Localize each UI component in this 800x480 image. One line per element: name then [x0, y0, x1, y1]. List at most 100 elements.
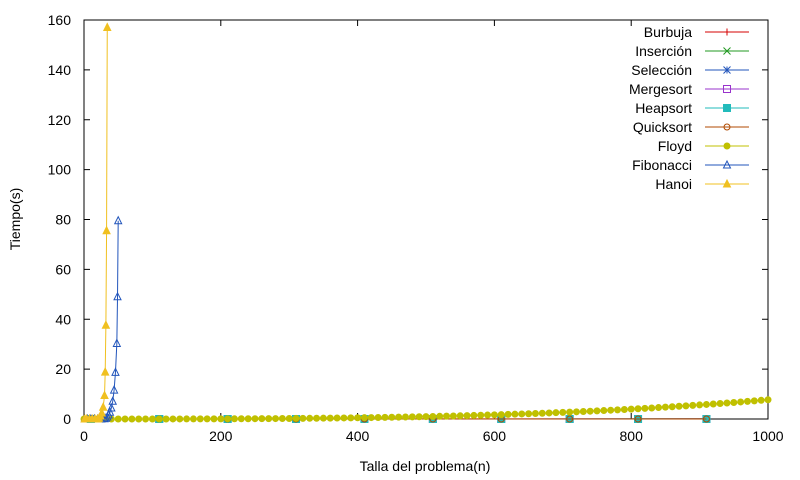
- point-floyd: [518, 410, 526, 418]
- point-floyd: [251, 415, 259, 423]
- point-floyd: [292, 414, 300, 422]
- point-floyd: [162, 415, 170, 423]
- legend-label: Quicksort: [633, 119, 692, 135]
- x-tick-label: 0: [80, 428, 88, 444]
- point-floyd: [675, 402, 683, 410]
- point-floyd: [668, 403, 676, 411]
- point-floyd: [764, 396, 772, 404]
- point-floyd: [388, 413, 396, 421]
- point-floyd: [743, 397, 751, 405]
- point-floyd: [237, 415, 245, 423]
- point-hanoi: [97, 407, 107, 417]
- point-floyd: [593, 407, 601, 415]
- point-floyd: [449, 412, 457, 420]
- y-axis-label: Tiempo(s): [7, 188, 23, 251]
- point-floyd: [196, 415, 204, 423]
- y-tick-label: 80: [55, 212, 71, 228]
- legend-marker: [723, 66, 731, 74]
- point-floyd: [586, 407, 594, 415]
- point-floyd: [531, 409, 539, 417]
- legend-item-quicksort: Quicksort: [633, 119, 749, 135]
- point-floyd: [367, 414, 375, 422]
- legend-item-fibonacci: Fibonacci: [632, 157, 749, 173]
- legend-label: Hanoi: [655, 176, 692, 192]
- point-floyd: [641, 404, 649, 412]
- point-fibonacci: [105, 407, 115, 416]
- point-floyd: [114, 415, 122, 423]
- x-tick-label: 600: [483, 428, 507, 444]
- point-floyd: [545, 409, 553, 417]
- series-floyd: [80, 396, 772, 423]
- point-hanoi: [100, 390, 109, 400]
- point-floyd: [415, 413, 423, 421]
- point-floyd: [600, 407, 608, 415]
- point-hanoi: [102, 22, 112, 31]
- legend-marker: [723, 123, 731, 131]
- point-floyd: [716, 399, 724, 407]
- x-tick-label: 200: [209, 428, 233, 444]
- legend-label: Selección: [631, 62, 692, 78]
- point-floyd: [189, 415, 197, 423]
- point-floyd: [689, 401, 697, 409]
- point-floyd: [627, 405, 635, 413]
- point-floyd: [614, 406, 622, 414]
- legend-marker: [722, 159, 732, 169]
- y-tick-label: 140: [48, 62, 72, 78]
- y-tick-label: 60: [55, 261, 71, 277]
- point-floyd: [661, 403, 669, 411]
- point-floyd: [504, 410, 512, 418]
- point-floyd: [265, 415, 273, 423]
- legend-marker: [723, 142, 731, 150]
- point-floyd: [709, 400, 717, 408]
- point-floyd: [272, 415, 280, 423]
- point-floyd: [655, 404, 663, 412]
- legend-item-mergesort: Mergesort: [629, 81, 749, 97]
- point-hanoi: [100, 366, 110, 376]
- point-floyd: [497, 411, 505, 419]
- point-floyd: [607, 406, 615, 414]
- point-floyd: [511, 410, 519, 418]
- point-floyd: [730, 398, 738, 406]
- point-floyd: [456, 412, 464, 420]
- point-floyd: [354, 414, 362, 422]
- point-floyd: [572, 408, 580, 416]
- point-floyd: [436, 412, 444, 420]
- point-fibonacci: [109, 384, 119, 394]
- point-floyd: [443, 412, 451, 420]
- point-floyd: [395, 413, 403, 421]
- y-tick-label: 40: [55, 311, 71, 327]
- point-floyd: [484, 411, 492, 419]
- point-floyd: [244, 415, 252, 423]
- y-tick-label: 160: [48, 12, 72, 28]
- y-tick-label: 20: [55, 361, 71, 377]
- point-floyd: [210, 415, 218, 423]
- legend-label: Fibonacci: [632, 157, 692, 173]
- x-tick-label: 1000: [752, 428, 783, 444]
- point-floyd: [176, 415, 184, 423]
- legend-label: Heapsort: [635, 100, 692, 116]
- point-floyd: [525, 410, 533, 418]
- point-fibonacci: [112, 338, 122, 347]
- point-floyd: [306, 414, 314, 422]
- point-floyd: [566, 408, 574, 416]
- point-floyd: [620, 405, 628, 413]
- point-fibonacci: [111, 367, 120, 376]
- point-floyd: [463, 412, 471, 420]
- point-floyd: [313, 414, 321, 422]
- point-floyd: [538, 409, 546, 417]
- point-quicksort: [634, 415, 642, 423]
- x-tick-label: 400: [346, 428, 370, 444]
- point-floyd: [552, 409, 560, 417]
- point-floyd: [702, 400, 710, 408]
- point-floyd: [422, 413, 430, 421]
- point-floyd: [128, 415, 136, 423]
- point-floyd: [258, 415, 266, 423]
- point-fibonacci: [113, 215, 123, 225]
- point-floyd: [381, 413, 389, 421]
- point-fibonacci: [107, 402, 116, 412]
- point-floyd: [169, 415, 177, 423]
- legend-item-hanoi: Hanoi: [655, 176, 749, 192]
- point-floyd: [490, 411, 498, 419]
